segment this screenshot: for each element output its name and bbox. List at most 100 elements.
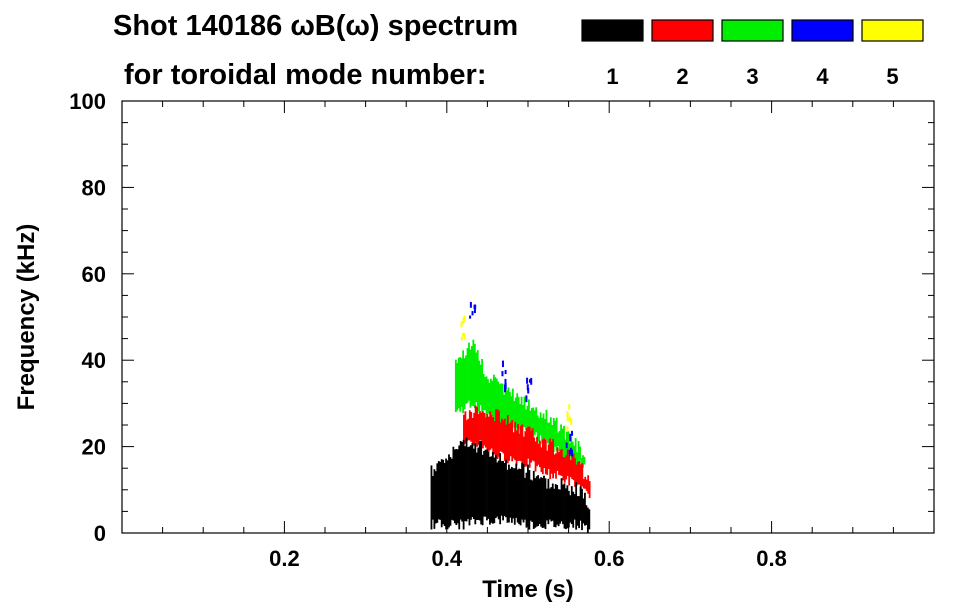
spectral-column [536, 415, 539, 443]
spectral-column [449, 457, 452, 526]
spectral-column [457, 357, 460, 409]
spectral-column [498, 384, 501, 426]
spectral-column [522, 436, 525, 466]
spectral-column [533, 437, 535, 462]
spectral-column [540, 447, 543, 473]
spectral-column [525, 409, 527, 431]
spectral-column [546, 488, 548, 521]
spectral-column [562, 457, 565, 481]
spectral-column [496, 409, 499, 459]
spectral-column [579, 464, 582, 495]
legend-label-4: 4 [816, 64, 829, 89]
spectral-column [554, 484, 557, 528]
spectral-column [490, 414, 493, 449]
spectral-column [454, 359, 457, 413]
spectral-column [556, 447, 559, 471]
spectral-column [541, 417, 543, 444]
spectral-column [524, 431, 527, 467]
spectral-speck [503, 384, 506, 393]
spectral-column [587, 475, 590, 494]
y-tick-label: 0 [94, 521, 106, 546]
spectral-column [575, 464, 578, 486]
spectral-speck [501, 360, 504, 368]
x-axis-label: Time (s) [482, 576, 574, 603]
spectral-column [478, 360, 481, 412]
spectral-column [512, 468, 515, 519]
spectral-column [540, 477, 542, 527]
spectral-speck [462, 332, 465, 337]
spectral-column [528, 426, 531, 468]
y-tick-label: 80 [82, 175, 106, 200]
spectral-column [525, 428, 528, 467]
spectral-column [519, 468, 522, 526]
spectral-column [519, 404, 522, 434]
spectral-column [475, 352, 478, 403]
spectral-column [493, 457, 496, 524]
spectral-column [550, 441, 553, 474]
spectral-column [442, 459, 445, 525]
spectral-column [538, 478, 541, 525]
series-n3 [454, 339, 586, 470]
spectral-column [530, 430, 533, 463]
spectral-speck [529, 379, 532, 383]
spectral-column [514, 397, 517, 432]
spectral-column [476, 350, 479, 414]
spectral-column [503, 418, 506, 461]
spectral-column [509, 422, 512, 457]
spectral-column [534, 478, 537, 528]
spectral-column [572, 491, 575, 528]
spectral-speck [460, 336, 463, 341]
spectral-speck [569, 433, 572, 442]
spectral-column [478, 440, 481, 521]
spectral-column [529, 410, 532, 431]
spectral-column [516, 393, 519, 428]
spectral-column [526, 405, 529, 431]
spectral-column [495, 409, 497, 458]
spectral-column [518, 433, 521, 461]
spectral-speck [460, 321, 463, 328]
spectral-speck [568, 404, 571, 410]
y-axis-label: Frequency (kHz) [13, 224, 40, 411]
spectral-column [539, 440, 541, 468]
spectral-column [508, 423, 511, 461]
spectral-column [482, 374, 485, 411]
spectral-column [550, 487, 553, 522]
spectral-column [581, 488, 583, 531]
x-tick-label: 0.6 [594, 546, 625, 571]
spectral-column [515, 463, 518, 518]
spectral-column [475, 452, 478, 520]
spectral-column [551, 483, 554, 521]
spectral-column [459, 441, 462, 520]
spectral-column [524, 477, 526, 520]
spectral-column [521, 424, 524, 465]
spectral-column [483, 451, 485, 517]
chart-title-line1: Shot 140186 ωB(ω) spectrum [113, 10, 518, 42]
spectral-column [493, 420, 496, 455]
spectral-column [560, 424, 562, 455]
spectral-column [474, 405, 477, 443]
spectral-column [585, 479, 588, 491]
spectral-column [464, 446, 466, 522]
spectral-column [565, 488, 567, 530]
spectral-column [451, 458, 453, 520]
spectral-speck [504, 369, 507, 375]
spectral-column [574, 458, 576, 487]
spectral-column [468, 446, 471, 526]
spectral-speck [569, 447, 572, 455]
spectral-column [527, 426, 530, 459]
spectral-column [545, 409, 548, 440]
spectral-column [570, 436, 573, 457]
spectral-column [480, 440, 483, 525]
spectral-column [563, 457, 566, 483]
spectral-column [487, 451, 490, 519]
spectral-column [470, 411, 473, 442]
spectral-column [522, 464, 525, 523]
spectral-column [511, 420, 514, 462]
spectral-column [484, 449, 487, 517]
spectral-column [500, 383, 503, 427]
spectral-speck [501, 371, 504, 377]
spectral-column [490, 456, 493, 523]
spectral-column [582, 498, 585, 524]
spectral-column [489, 456, 491, 525]
